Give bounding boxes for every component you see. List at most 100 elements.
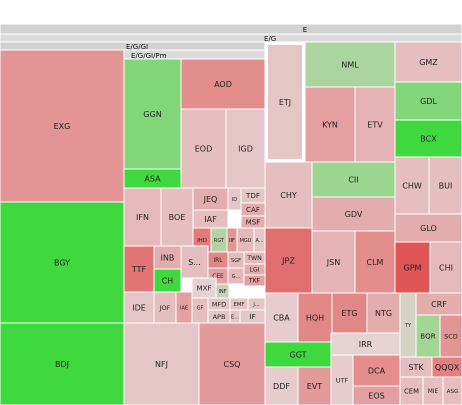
tile-label-gmz: GMZ xyxy=(419,58,438,67)
tile-label-ihd: IHD xyxy=(197,238,207,244)
group-header-2 xyxy=(0,33,462,43)
tile-label-mfd: MFD xyxy=(212,300,226,308)
tile-ggt[interactable] xyxy=(264,341,332,368)
tile-chy[interactable] xyxy=(264,161,313,229)
tile-label-chw: CHW xyxy=(402,181,422,190)
tile-label-sgf: SGF xyxy=(231,258,241,264)
group-header-label-3: E/G/GI xyxy=(126,43,148,51)
tile-clm[interactable] xyxy=(354,230,396,294)
tile-label-ggn: GGN xyxy=(143,110,161,119)
tile-label-tdf: TDF xyxy=(245,191,260,200)
tile-label-jof: JOF xyxy=(159,304,171,312)
tile-kyn[interactable] xyxy=(304,86,356,163)
tile-csq[interactable] xyxy=(198,322,266,405)
group-header-label-4: E/G/GI/Pm xyxy=(131,52,167,60)
tile-ggn[interactable] xyxy=(123,58,182,170)
tile-label-utf: UTF xyxy=(336,376,349,384)
tile-label-nfj: NFJ xyxy=(155,360,168,369)
tile-label-boe: BOE xyxy=(169,213,186,222)
tile-etv[interactable] xyxy=(354,86,396,163)
tile-gdv[interactable] xyxy=(311,196,396,232)
tile-label-ide: IDE xyxy=(132,303,146,312)
tile-jpz[interactable] xyxy=(264,227,313,294)
tile-label-tkf: TKF xyxy=(248,278,261,285)
tile-label-ty: TY xyxy=(404,323,412,329)
tile-label-mgu: MGU xyxy=(240,238,252,244)
tile-glo[interactable] xyxy=(394,213,462,243)
tile-nml[interactable] xyxy=(304,41,396,88)
tile-bgy[interactable] xyxy=(0,201,125,324)
tile-bcx[interactable] xyxy=(394,119,462,158)
tile-label-qqqx: QQQX xyxy=(435,363,460,372)
tile-label-etg: ETG xyxy=(341,309,357,318)
tile-cii[interactable] xyxy=(311,161,396,198)
tile-cba[interactable] xyxy=(264,292,299,343)
tile-label-ch: CH xyxy=(162,276,174,285)
tile-label-if: IF xyxy=(249,312,255,321)
tile-label-iif: IIF xyxy=(229,238,235,244)
tile-label-nml: NML xyxy=(341,60,359,69)
tile-label-lgi: LGI xyxy=(249,267,259,274)
tile-label-bcx: BCX xyxy=(420,134,437,143)
tile-label-gdv: GDV xyxy=(345,210,363,219)
tile-label-mxf: MXF xyxy=(196,283,211,292)
tile-ide[interactable] xyxy=(123,291,155,324)
tile-chi[interactable] xyxy=(429,241,462,294)
tile-label-j: J... xyxy=(252,302,260,308)
tile-exg[interactable] xyxy=(0,49,125,203)
tile-label-cem: CEM xyxy=(404,387,419,395)
tile-bdj[interactable] xyxy=(0,322,125,405)
tile-label-ntg: NTG xyxy=(375,309,392,318)
tile-label-hqh: HQH xyxy=(306,313,324,322)
tile-boe[interactable] xyxy=(160,187,194,247)
tile-label-eos: EOS xyxy=(368,391,384,400)
tile-label-aod: AOD xyxy=(214,80,232,89)
tile-label-asa: ASA xyxy=(144,174,161,183)
tile-label-e: E... xyxy=(231,314,239,320)
tile-label-apb: APB xyxy=(213,313,226,321)
tile-ttf[interactable] xyxy=(123,245,155,293)
tile-label-jeq: JEQ xyxy=(203,195,218,204)
tile-aod[interactable] xyxy=(180,58,266,110)
tile-label-asg: ASG xyxy=(447,389,459,395)
tile-label-jpz: JPZ xyxy=(281,256,295,265)
tile-label-exg: EXG xyxy=(54,122,71,131)
tile-label-inb: INB xyxy=(161,253,175,262)
tile-label-id: ID xyxy=(232,197,237,203)
group-header-label-2: E/G xyxy=(264,35,276,43)
tile-asg[interactable] xyxy=(442,376,462,405)
tile-label-glo: GLO xyxy=(420,224,437,233)
tile-gmz[interactable] xyxy=(394,41,462,83)
tile-jsn[interactable] xyxy=(311,230,356,294)
tile-label-stk: STK xyxy=(408,363,424,372)
tile-label-chi: CHI xyxy=(439,263,453,272)
tile-label-clm: CLM xyxy=(367,258,384,267)
tile-label-bqr: BQR xyxy=(420,331,435,340)
group-header-1 xyxy=(0,23,462,35)
group-header-label-1: E xyxy=(303,26,307,34)
tile-label-ttf: TTF xyxy=(131,265,147,274)
tile-label-gdl: GDL xyxy=(420,97,437,106)
tile-label-a: A... xyxy=(255,238,264,244)
tile-nfj[interactable] xyxy=(123,322,200,405)
tile-label-igd: IGD xyxy=(238,144,253,153)
tile-label-bdj: BDJ xyxy=(55,360,69,369)
tile-label-chy: CHY xyxy=(280,191,297,200)
tile-label-iaf: IAF xyxy=(204,215,217,224)
tile-hqh[interactable] xyxy=(297,292,333,343)
tile-etj[interactable] xyxy=(264,41,306,163)
tile-label-crf: CRF xyxy=(431,300,447,309)
tile-label-bgy: BGY xyxy=(54,258,70,267)
tile-ifn[interactable] xyxy=(123,187,162,247)
tile-label-g: G... xyxy=(232,274,241,280)
tile-s[interactable] xyxy=(180,245,209,279)
tile-gdl[interactable] xyxy=(394,81,462,121)
tile-label-twn: TWN xyxy=(246,255,262,262)
tile-label-ifn: IFN xyxy=(136,213,149,222)
tile-label-ddf: DDF xyxy=(273,382,290,391)
tile-label-irr: IRR xyxy=(359,340,373,349)
tile-label-etj: ETJ xyxy=(279,98,291,107)
tile-label-jsn: JSN xyxy=(326,258,340,267)
tile-label-etv: ETV xyxy=(367,120,383,129)
